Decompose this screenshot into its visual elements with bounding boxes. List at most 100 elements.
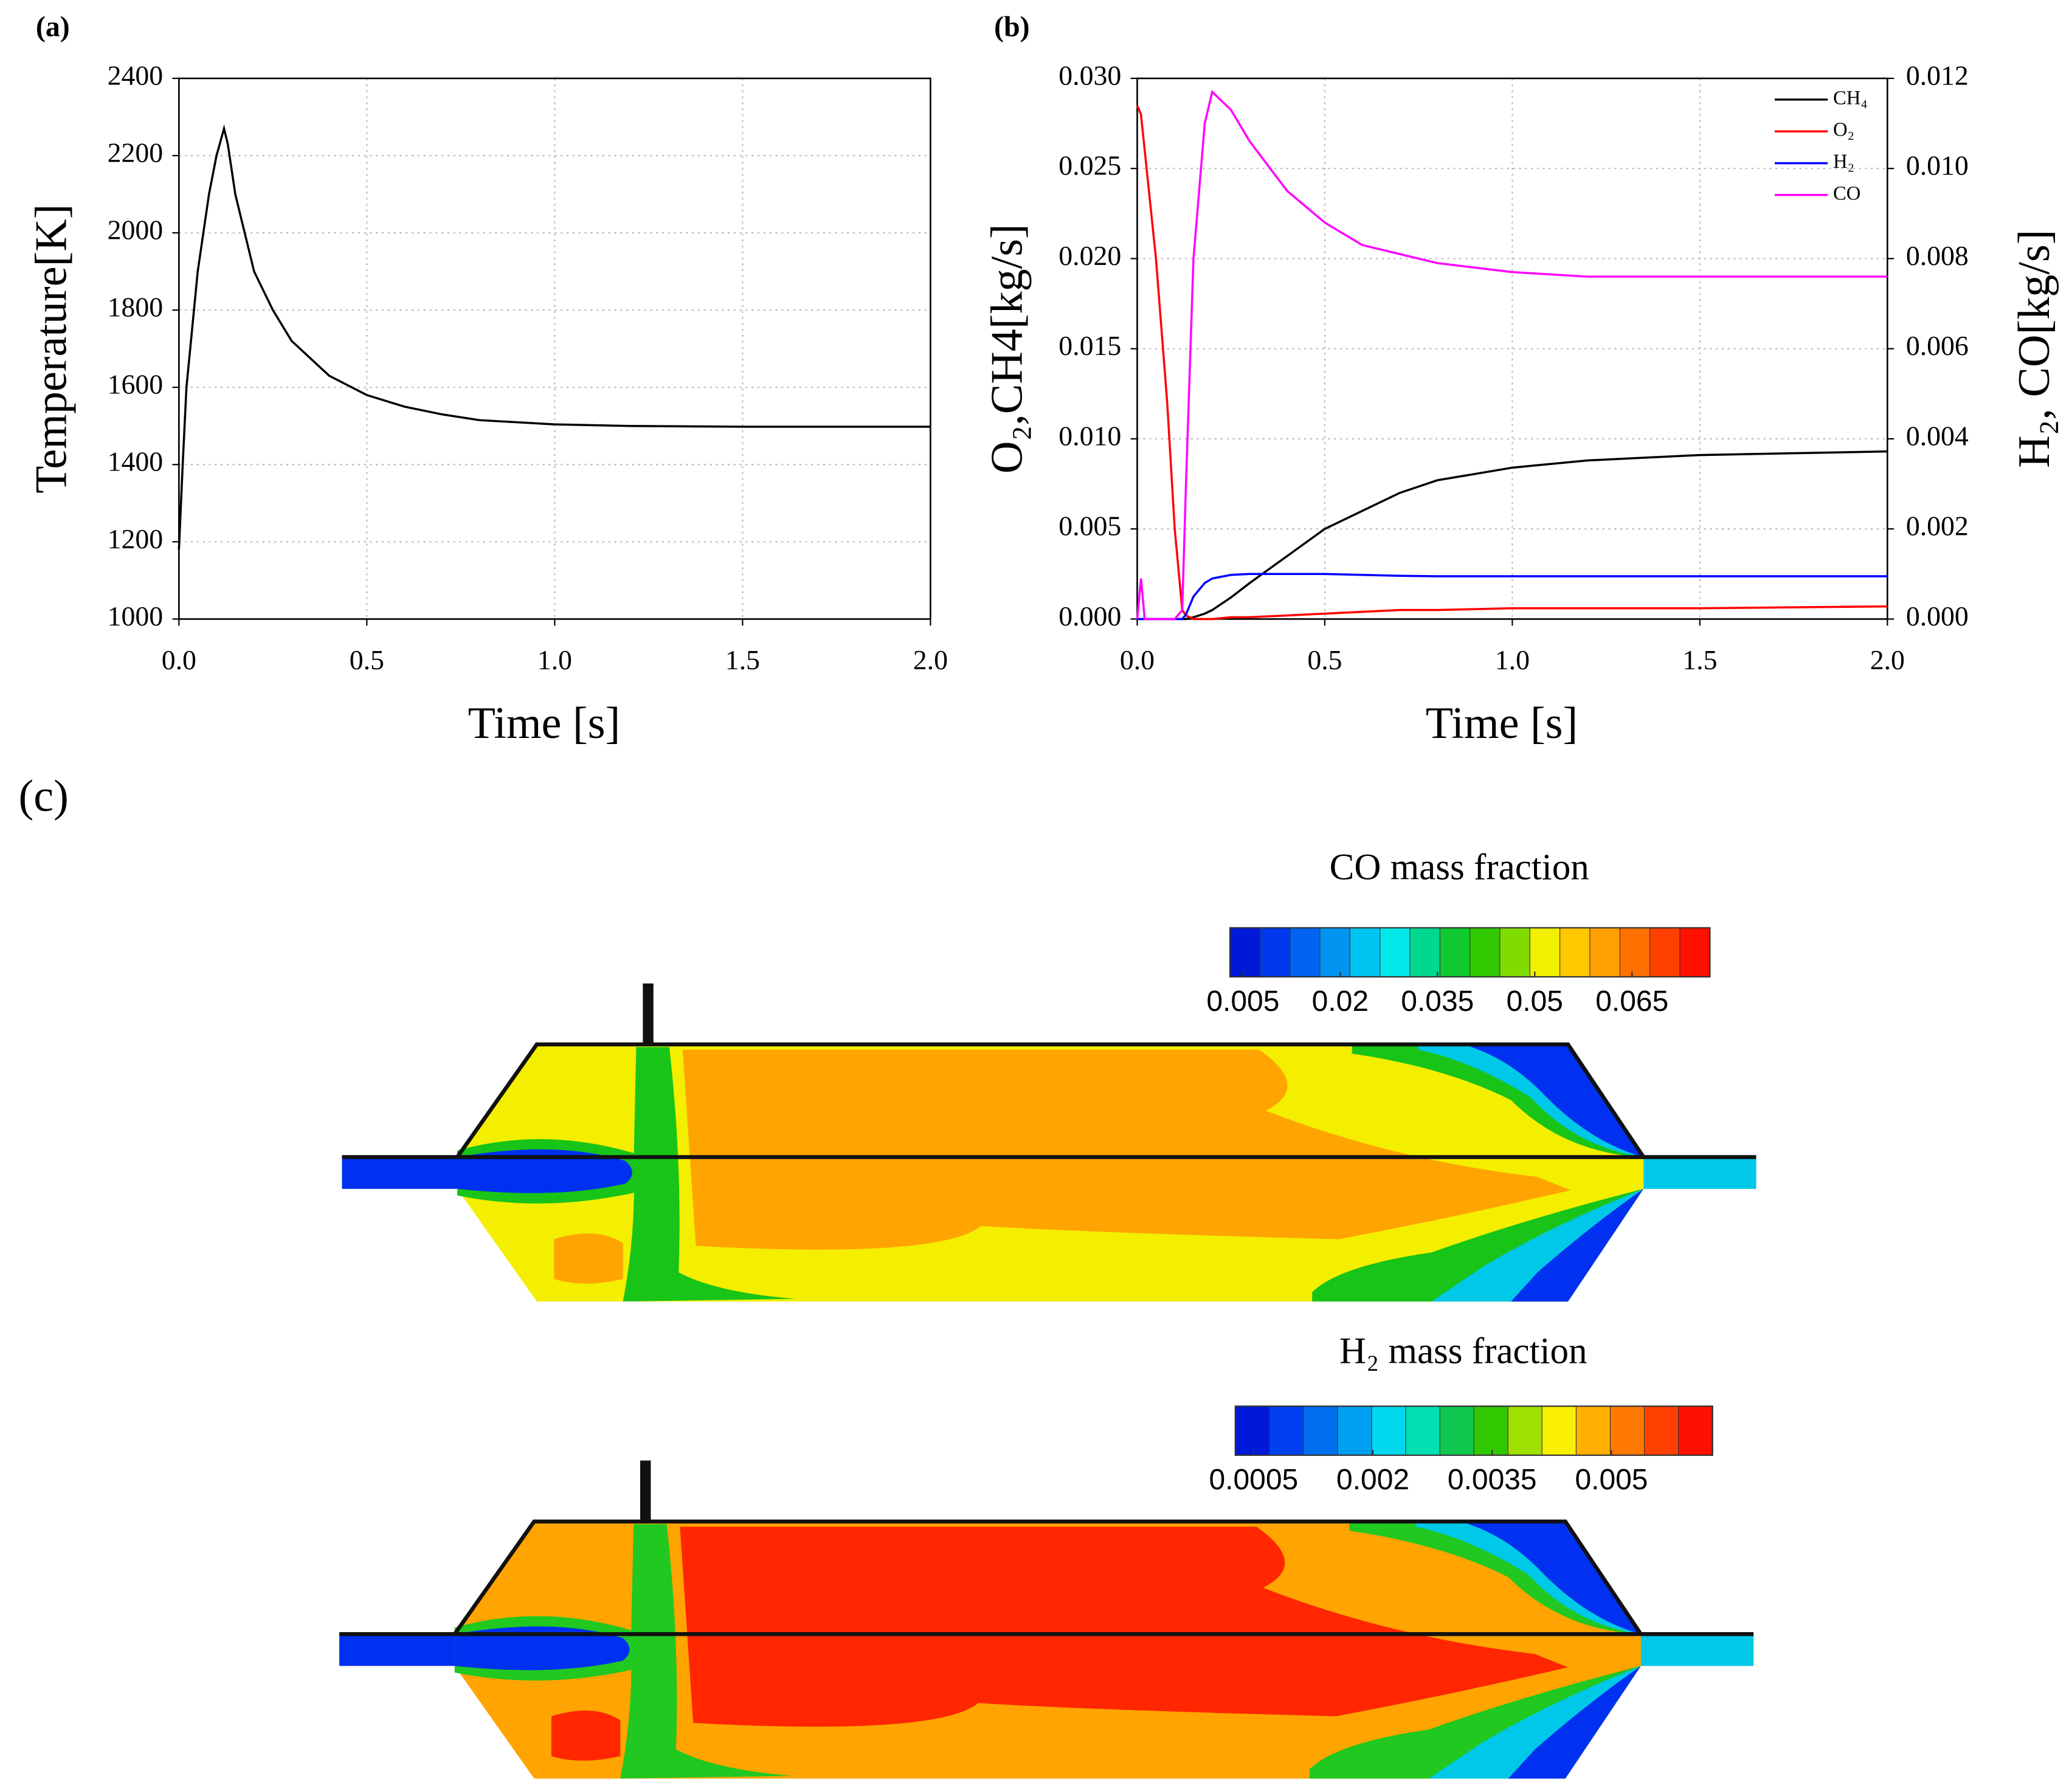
colorbar-band (1589, 927, 1621, 977)
legend-label: H₂ (1833, 151, 1854, 173)
y-tick-label: 0.020 (1059, 240, 1121, 271)
y2-axis-label: H₂, CO[kg/s] (2009, 230, 2059, 468)
panel-label: (b) (994, 10, 1030, 43)
colorbar-band (1677, 1405, 1713, 1456)
y-tick-label: 0.030 (1059, 60, 1121, 91)
legend-label: O₂ (1833, 119, 1854, 141)
plot-frame (178, 77, 931, 620)
y-axis-label: Temperature[K] (27, 204, 77, 494)
colorbar-tick-label: 0.065 (1595, 985, 1668, 1018)
colorbar-band (1229, 927, 1261, 977)
colorbar-band (1371, 1405, 1407, 1456)
legend-label: CH₄ (1833, 87, 1868, 109)
y-tick-label: 0.005 (1059, 511, 1121, 542)
colorbar-band (1609, 1405, 1645, 1456)
inlet (342, 1157, 458, 1189)
x-tick-label: 1.0 (1495, 644, 1530, 675)
x-tick-label: 2.0 (1870, 644, 1905, 675)
x-axis-label: Time [s] (468, 698, 621, 748)
data-line (1136, 89, 1888, 621)
contour-region (454, 1626, 630, 1670)
panel-label: (c) (19, 771, 69, 821)
colorbar-tick-label: 0.035 (1401, 985, 1474, 1018)
x-tick-label: 2.0 (913, 644, 948, 675)
y2-tick-label: 0.004 (1906, 420, 1969, 451)
contour-region (1431, 1188, 1644, 1302)
colorbar-tick-label: 0.0035 (1448, 1464, 1537, 1496)
y-tick-label: 0.000 (1059, 601, 1121, 632)
colorbar-band (1337, 1405, 1373, 1456)
colorbar-band (1507, 1405, 1543, 1456)
colorbar-band (1619, 927, 1651, 977)
outline (339, 1519, 1754, 1636)
contour-region (1640, 1634, 1754, 1666)
colorbar-band (1405, 1405, 1441, 1456)
contour-region (680, 1526, 1568, 1727)
y-tick-label: 0.015 (1059, 330, 1121, 361)
colorbar-tick-label: 0.05 (1507, 985, 1563, 1018)
outline (342, 1042, 1756, 1159)
x-tick-label: 0.5 (350, 644, 384, 675)
contour-region (1511, 1188, 1644, 1302)
y-tick-label: 2000 (108, 215, 164, 246)
side-inlet (640, 1460, 651, 1521)
colorbar-band (1470, 927, 1501, 977)
contour-region (457, 1149, 632, 1193)
colorbar-band (1575, 1405, 1611, 1456)
y-tick-label: 1200 (108, 523, 164, 554)
data-line (178, 124, 931, 550)
data-line (1136, 105, 1888, 621)
contour-region (620, 1524, 793, 1779)
colorbar-tick-label: 0.002 (1336, 1464, 1409, 1496)
colorbar-tick-label: 0.02 (1312, 985, 1369, 1018)
legend-label: CO (1833, 182, 1860, 204)
plot-frame (1136, 77, 1888, 620)
contour-region (554, 1233, 623, 1284)
colorbar-band (1560, 927, 1591, 977)
colorbar-band (1269, 1405, 1305, 1456)
y-axis-label: O₂,CH4[kg/s] (982, 224, 1032, 474)
x-tick-label: 0.5 (1307, 644, 1342, 675)
y-tick-label: 1800 (108, 292, 164, 323)
x-tick-label: 1.0 (537, 644, 572, 675)
colorbar-frame (1229, 927, 1711, 978)
y-tick-label: 1600 (108, 369, 164, 400)
contour-region (1471, 1044, 1644, 1157)
colorbar-band (1649, 927, 1681, 977)
colorbar-band (1439, 1405, 1475, 1456)
y-tick-label: 1400 (108, 446, 164, 477)
colorbar-band (1235, 1405, 1271, 1456)
y2-tick-label: 0.000 (1906, 601, 1969, 632)
colorbar-frame (1234, 1405, 1713, 1456)
contour-region (1643, 1157, 1756, 1189)
colorbar-band (1290, 927, 1321, 977)
colorbar-band (1409, 927, 1441, 977)
contour-region (1508, 1666, 1641, 1779)
y2-tick-label: 0.012 (1906, 60, 1969, 91)
y-tick-label: 0.010 (1059, 420, 1121, 451)
contour-map (342, 983, 1756, 1302)
contour-region (551, 1710, 621, 1761)
colorbar-band (1643, 1405, 1679, 1456)
x-tick-label: 0.0 (162, 644, 196, 675)
colorbar-title: CO mass fraction (1330, 847, 1589, 888)
x-tick-label: 0.0 (1120, 644, 1155, 675)
contour-region (1429, 1666, 1641, 1779)
x-axis-label: Time [s] (1426, 698, 1578, 748)
y2-tick-label: 0.006 (1906, 330, 1969, 361)
x-tick-label: 1.5 (725, 644, 760, 675)
colorbar-tick-label: 0.0005 (1209, 1464, 1299, 1496)
colorbar-tick-label: 0.005 (1575, 1464, 1648, 1496)
colorbar-band (1529, 927, 1561, 977)
inlet (339, 1634, 455, 1666)
contour-map (339, 1460, 1754, 1779)
y2-tick-label: 0.002 (1906, 511, 1969, 542)
colorbar-band (1380, 927, 1411, 977)
contour-region (623, 1047, 796, 1302)
colorbar-band (1439, 927, 1471, 977)
side-inlet (643, 983, 654, 1045)
colorbar-band (1473, 1405, 1509, 1456)
y-tick-label: 2400 (108, 60, 164, 91)
